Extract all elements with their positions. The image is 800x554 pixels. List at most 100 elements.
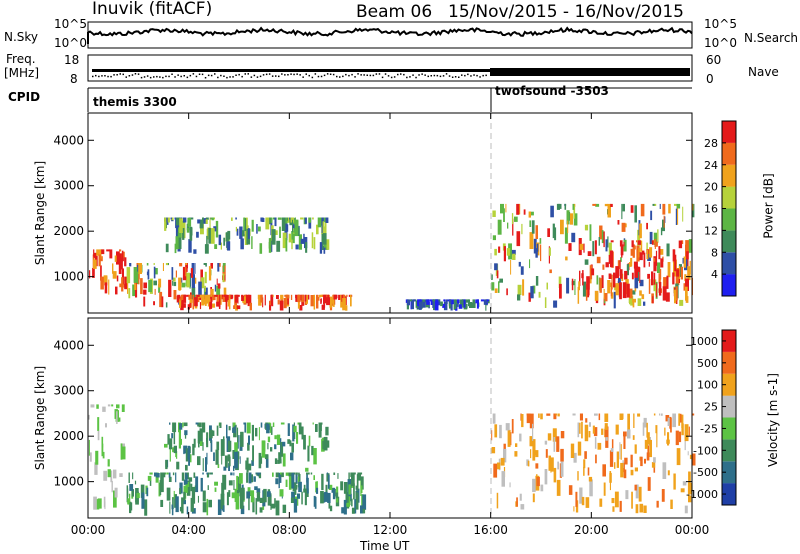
nave-dot	[278, 75, 280, 78]
data-cell	[326, 472, 329, 475]
data-cell	[117, 417, 121, 422]
data-cell	[637, 229, 641, 246]
data-cell	[164, 472, 167, 475]
data-cell	[342, 298, 346, 311]
data-cell	[235, 305, 238, 311]
data-cell	[172, 277, 176, 282]
data-cell	[651, 271, 654, 286]
data-cell	[670, 499, 673, 509]
data-cell	[648, 261, 650, 267]
data-cell	[505, 203, 507, 213]
data-cell	[659, 203, 661, 209]
data-cell	[653, 272, 656, 285]
nave-dot	[220, 74, 222, 77]
data-cell	[539, 238, 542, 244]
data-cell	[624, 457, 628, 465]
data-cell	[291, 239, 293, 250]
data-cell	[289, 217, 291, 220]
data-cell	[291, 442, 294, 453]
data-cell	[514, 451, 518, 457]
data-cell	[592, 203, 597, 206]
nave-dot	[149, 76, 152, 79]
data-cell	[313, 294, 315, 299]
data-cell	[121, 443, 125, 448]
data-cell	[604, 293, 608, 302]
data-cell	[601, 428, 604, 435]
data-cell	[179, 296, 182, 301]
data-cell	[615, 283, 619, 296]
freq-line-second	[490, 68, 690, 76]
data-cell	[206, 472, 208, 475]
data-cell	[244, 234, 247, 240]
data-cell	[650, 210, 653, 221]
data-cell	[250, 490, 255, 503]
data-cell	[96, 404, 99, 409]
data-cell	[290, 497, 295, 503]
data-cell	[585, 283, 588, 301]
data-cell	[587, 251, 592, 256]
data-cell	[243, 217, 245, 231]
data-cell	[556, 436, 560, 452]
data-cell	[572, 203, 575, 210]
data-cell	[167, 434, 170, 445]
data-cell	[287, 297, 289, 305]
data-cell	[210, 228, 215, 244]
data-cell	[633, 261, 638, 269]
data-cell	[449, 299, 451, 309]
data-cell	[688, 471, 691, 486]
data-cell	[217, 283, 221, 289]
data-cell	[171, 505, 174, 516]
data-cell	[193, 472, 196, 478]
data-cell	[97, 498, 102, 509]
data-cell	[607, 236, 609, 248]
data-cell	[175, 496, 179, 513]
nave-dot	[156, 75, 158, 78]
data-cell	[410, 299, 414, 302]
y-tick-label: 1000	[53, 270, 84, 284]
data-cell	[685, 244, 687, 259]
velocity-colorbar-label: Velocity [m s-1]	[765, 373, 780, 467]
data-cell	[259, 497, 264, 503]
data-cell	[491, 282, 495, 291]
data-cell	[189, 217, 194, 220]
data-cell	[278, 474, 280, 489]
data-cell	[328, 484, 333, 490]
data-cell	[529, 413, 534, 429]
data-cell	[494, 248, 497, 256]
data-cell	[203, 263, 207, 265]
data-cell	[632, 290, 636, 295]
nave-dot	[165, 75, 167, 78]
data-cell	[619, 240, 623, 247]
data-cell	[208, 228, 211, 244]
nave-label: Nave	[748, 65, 779, 79]
data-cell	[298, 234, 302, 250]
data-cell	[538, 413, 540, 418]
data-cell	[639, 279, 644, 287]
data-cell	[308, 217, 312, 223]
nave-dot	[259, 75, 262, 78]
data-cell	[263, 488, 267, 503]
data-cell	[288, 472, 292, 477]
data-cell	[573, 452, 577, 463]
data-cell	[316, 487, 319, 494]
data-cell	[275, 478, 279, 485]
data-cell	[432, 299, 434, 308]
nave-dot	[159, 76, 161, 78]
data-cell	[242, 296, 246, 304]
data-cell	[532, 444, 536, 461]
data-cell	[603, 482, 606, 496]
colorbar-swatch	[722, 230, 736, 253]
data-cell	[253, 476, 256, 482]
data-cell	[202, 472, 204, 475]
nave-dot	[378, 73, 381, 75]
data-cell	[116, 404, 120, 409]
data-cell	[210, 294, 214, 297]
data-cell	[251, 460, 254, 466]
nave-dot	[485, 74, 487, 77]
nave-dot	[366, 74, 368, 76]
nave-dot	[247, 73, 249, 75]
data-cell	[187, 482, 190, 487]
data-cell	[322, 233, 327, 245]
data-cell	[545, 449, 548, 458]
data-cell	[594, 437, 597, 449]
